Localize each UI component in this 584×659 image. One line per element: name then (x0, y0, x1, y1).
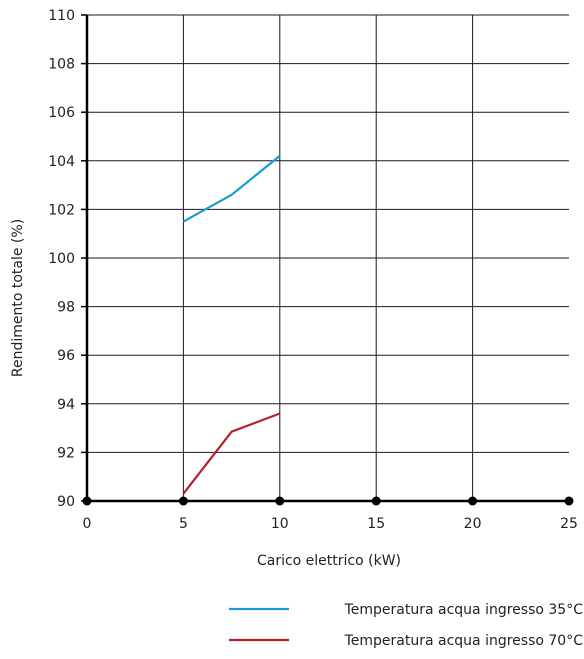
legend-label: Temperatura acqua ingresso 70°C (344, 633, 584, 649)
y-tick-label: 96 (57, 348, 75, 364)
legend: Temperatura acqua ingresso 35°C Temperatu… (229, 602, 583, 649)
x-axis-dot (564, 496, 574, 506)
y-tick-label: 94 (57, 397, 75, 413)
legend-label: Temperatura acqua ingresso 35°C (344, 602, 584, 618)
x-axis-dot (82, 496, 92, 506)
y-tick-label: 98 (57, 300, 75, 316)
x-axis-dot (178, 496, 188, 506)
y-tick-label: 106 (48, 105, 75, 121)
x-tick-label: 10 (271, 516, 289, 532)
y-tick-label: 108 (48, 57, 75, 73)
x-axis-title: Carico elettrico (kW) (257, 553, 401, 569)
x-tick-label: 0 (83, 516, 92, 532)
series-line-2 (182, 412, 281, 495)
x-axis-dot (468, 496, 478, 506)
axes (81, 14, 574, 506)
x-tick-label: 5 (179, 516, 188, 532)
grid (87, 14, 569, 501)
y-tick-label: 100 (48, 251, 75, 267)
y-tick-label: 90 (57, 494, 75, 510)
y-axis-title: Rendimento totale (%) (10, 219, 26, 377)
series-line-1 (182, 155, 281, 223)
y-tick-label: 102 (48, 202, 75, 218)
series-layer (182, 155, 281, 495)
y-tick-label: 92 (57, 445, 75, 461)
x-tick-label: 20 (464, 516, 482, 532)
y-tick-label: 104 (48, 154, 75, 170)
y-tick-label: 110 (48, 8, 75, 24)
x-axis-dot (371, 496, 381, 506)
x-tick-label: 15 (367, 516, 385, 532)
x-axis-dot (275, 496, 285, 506)
x-tick-label: 25 (560, 516, 578, 532)
tick-labels: 90 92 94 96 98 100 102 104 106 108 110 0 5 10 15 20 25 (48, 8, 578, 532)
